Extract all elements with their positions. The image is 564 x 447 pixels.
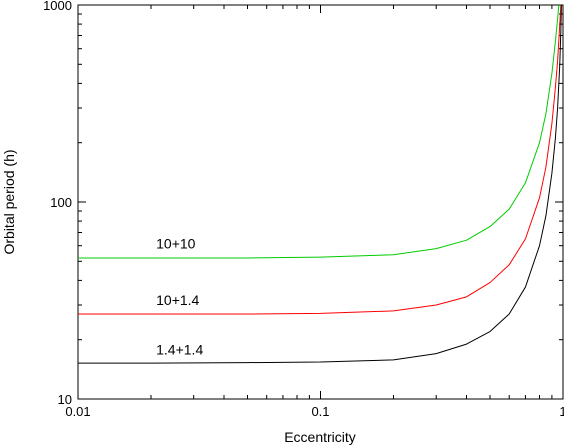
series-line-3 <box>78 5 562 364</box>
axis-ticks: 0.01 0.1 1 10 100 1000 <box>43 0 564 419</box>
y-axis-label: Orbital period (h) <box>1 149 17 254</box>
series-line-1 <box>78 5 561 259</box>
x-axis-label: Eccentricity <box>284 429 356 445</box>
y-tick-label: 10 <box>58 392 72 407</box>
series-lines <box>78 5 562 364</box>
x-tick-label: 0.1 <box>311 404 329 419</box>
y-tick-label: 100 <box>50 195 72 210</box>
x-tick-label: 1 <box>559 404 564 419</box>
plot-frame <box>77 4 564 400</box>
series-line-2 <box>78 5 562 315</box>
curve-annotations: 10+10 10+1.4 1.4+1.4 <box>156 236 203 358</box>
x-tick-label: 0.01 <box>65 404 90 419</box>
y-tick-label: 1000 <box>43 0 72 13</box>
curve-annotation-1: 10+10 <box>156 236 196 252</box>
curve-annotation-2: 10+1.4 <box>156 292 199 308</box>
curve-annotation-3: 1.4+1.4 <box>156 342 203 358</box>
